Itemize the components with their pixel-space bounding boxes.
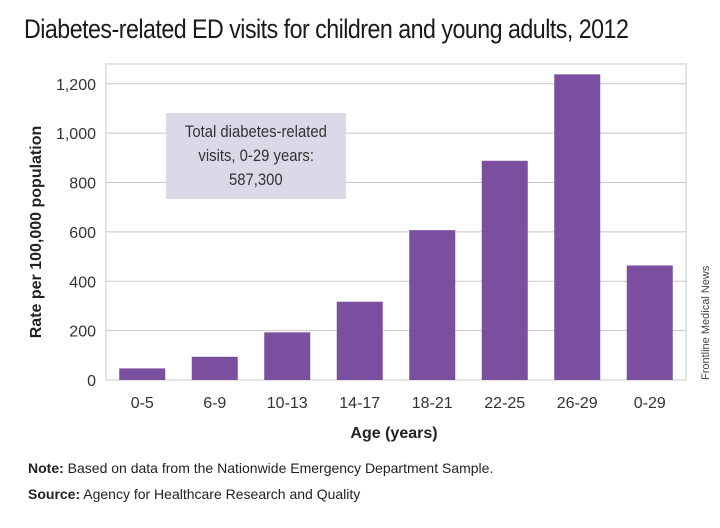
x-tick-label: 0-29	[634, 395, 666, 412]
x-tick-label: 14-17	[339, 395, 380, 412]
y-axis-label: Rate per 100,000 population	[28, 126, 45, 339]
note-text: Note: Based on data from the Nationwide …	[28, 460, 493, 476]
bar-10-13	[264, 332, 311, 380]
y-tick-labels: 0 200 400 600 800 1,000 1,200	[56, 77, 96, 390]
note-label: Note:	[28, 460, 64, 476]
y-tick-label: 1,000	[56, 126, 96, 143]
x-tick-label: 26-29	[557, 395, 598, 412]
bar-14-17	[336, 301, 383, 380]
total-visits-callout: Total diabetes-related visits, 0-29 year…	[166, 113, 346, 199]
source-body: Agency for Healthcare Research and Quali…	[80, 486, 361, 502]
bar-0-5	[119, 368, 166, 380]
source-label: Source:	[28, 486, 81, 502]
note-body: Based on data from the Nationwide Emerge…	[63, 460, 494, 476]
callout-line-1: Total diabetes-related	[184, 123, 327, 141]
bar-18-21	[409, 230, 456, 380]
bar-26-29	[554, 74, 601, 381]
credit-label: Frontline Medical News	[700, 265, 712, 380]
callout-line-2: visits, 0-29 years:	[198, 147, 314, 165]
bar-22-25	[481, 160, 528, 380]
x-tick-label: 10-13	[267, 395, 308, 412]
x-tick-label: 6-9	[203, 395, 226, 412]
x-axis-label: Age (years)	[350, 425, 437, 442]
y-tick-label: 400	[69, 274, 96, 291]
x-tick-label: 18-21	[412, 395, 453, 412]
callout-line-3: 587,300	[229, 171, 283, 189]
y-tick-label: 0	[87, 373, 96, 390]
x-tick-labels: 0-5 6-9 10-13 14-17 18-21 22-25 26-29 0-29	[131, 395, 666, 412]
y-tick-label: 1,200	[56, 77, 96, 94]
x-tick-label: 0-5	[131, 395, 154, 412]
chart-title: Diabetes-related ED visits for children …	[24, 14, 629, 44]
y-tick-label: 800	[69, 176, 96, 193]
bars	[119, 74, 673, 381]
source-text: Source: Agency for Healthcare Research a…	[28, 486, 360, 502]
y-tick-label: 600	[69, 225, 96, 242]
y-tick-label: 200	[69, 324, 96, 341]
bar-6-9	[191, 356, 238, 380]
bar-0-29	[626, 265, 673, 380]
x-tick-label: 22-25	[484, 395, 525, 412]
